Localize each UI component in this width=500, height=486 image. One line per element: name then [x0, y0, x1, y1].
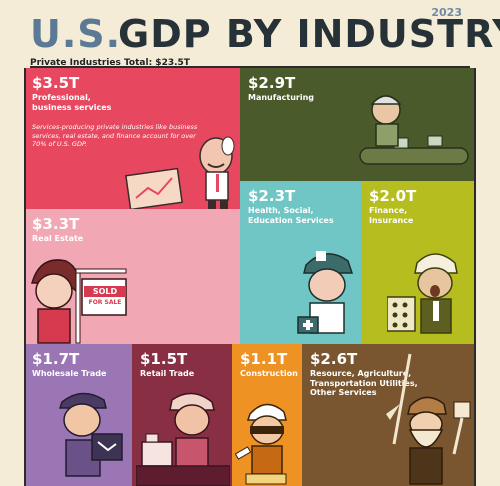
services-note: Services-producing private industries li… [32, 123, 198, 148]
cashier-illustration [136, 392, 230, 486]
tile-wholesale-trade: $1.7T Wholesale Trade [24, 344, 132, 486]
year-label: 2023 [431, 6, 462, 19]
tile-value: $2.9T [248, 74, 296, 92]
construction-worker-illustration [234, 403, 287, 485]
tile-health-education: $2.3T Health, Social, Education Services [240, 181, 361, 344]
nurse-illustration [297, 251, 354, 334]
tile-label: Construction [240, 369, 298, 378]
tile-label: Health, Social, Education Services [248, 206, 334, 225]
tile-real-estate: $3.3T Real Estate SOLD FOR SALE [24, 209, 240, 344]
businessman-illustration [125, 136, 235, 209]
tile-manufacturing: $2.9T Manufacturing [240, 68, 476, 181]
subtotal-rule [30, 66, 470, 68]
sale-sign-text: SOLD FOR SALE [84, 286, 126, 306]
wholesaler-illustration [58, 392, 123, 477]
tile-label: Manufacturing [248, 93, 314, 102]
tile-value: $1.7T [32, 350, 80, 368]
tile-value: $1.5T [140, 350, 188, 368]
tile-resource-agriculture: $2.6T Resource, Agriculture, Transportati… [302, 344, 476, 486]
tile-label: Real Estate [32, 234, 84, 243]
realtor-illustration [31, 259, 127, 344]
tile-label: Wholesale Trade [32, 369, 107, 378]
tile-label: Professional, business services [32, 93, 112, 112]
tile-label: Retail Trade [140, 369, 195, 378]
tile-value: $2.3T [248, 187, 296, 205]
title-prefix: U.S. [30, 12, 122, 56]
tile-value: $2.6T [310, 350, 358, 368]
page-title: GDP BY INDUSTRY [118, 12, 500, 56]
tile-value: $2.0T [369, 187, 417, 205]
tile-value: $1.1T [240, 350, 288, 368]
tile-retail-trade: $1.5T Retail Trade [132, 344, 232, 486]
chart-frame [24, 68, 476, 486]
tile-label: Resource, Agriculture, Transportation Uti… [310, 369, 418, 397]
banker-illustration [387, 253, 458, 334]
factory-worker-illustration [359, 95, 469, 165]
tile-finance-insurance: $2.0T Finance, Insurance [361, 181, 476, 344]
tile-construction: $1.1T Construction [232, 344, 302, 486]
tile-label: Finance, Insurance [369, 206, 414, 225]
farmer-illustration [386, 353, 471, 485]
tile-value: $3.3T [32, 215, 80, 233]
tile-value: $3.5T [32, 74, 80, 92]
private-total-label: Private Industries Total: $23.5T [30, 58, 190, 68]
tile-professional-services: $3.5T Professional, business services Ser… [24, 68, 240, 209]
